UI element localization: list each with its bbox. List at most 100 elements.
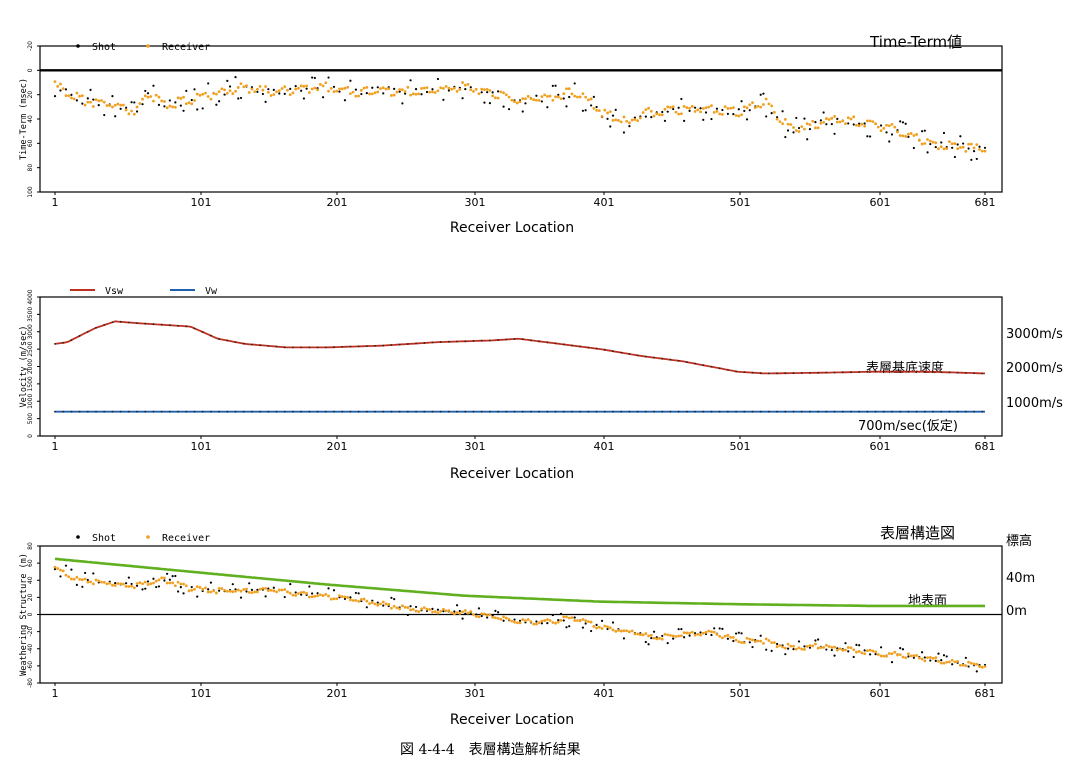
- receiver-point: [633, 632, 637, 636]
- series-point: [661, 410, 664, 413]
- shot-point: [218, 100, 221, 103]
- shot-point: [650, 116, 653, 119]
- receiver-point: [573, 94, 577, 98]
- y-tick-label: 3000: [27, 324, 34, 339]
- shot-point: [644, 640, 647, 644]
- receiver-point: [280, 87, 284, 90]
- shot-point: [442, 98, 445, 101]
- series-point: [505, 410, 508, 413]
- receiver-point: [808, 123, 812, 127]
- receiver-point: [772, 641, 776, 645]
- receiver-point: [882, 654, 886, 658]
- receiver-point: [75, 91, 79, 95]
- receiver-point: [239, 82, 243, 86]
- receiver-point: [447, 609, 451, 613]
- series-point: [439, 410, 442, 413]
- receiver-point: [245, 84, 248, 88]
- series-point: [103, 410, 106, 413]
- receiver-point: [742, 105, 746, 109]
- shot-point: [272, 586, 275, 589]
- series-point: [636, 354, 639, 357]
- receiver-point: [786, 642, 790, 646]
- receiver-point: [513, 100, 516, 104]
- shot-point: [535, 620, 538, 623]
- shot-point: [770, 649, 773, 652]
- receiver-point: [214, 92, 218, 96]
- series-point: [406, 410, 409, 413]
- series-point: [201, 331, 204, 333]
- shot-point: [226, 79, 229, 83]
- receiver-point: [288, 93, 292, 96]
- receiver-point: [688, 631, 691, 635]
- receiver-point: [477, 615, 481, 619]
- receiver-point: [253, 590, 257, 594]
- shot-point: [672, 637, 675, 640]
- shot-point: [833, 132, 836, 135]
- series-point: [136, 322, 138, 325]
- series-point: [95, 410, 97, 413]
- receiver-point: [576, 619, 579, 622]
- receiver-point: [562, 615, 566, 619]
- receiver-point: [805, 122, 809, 126]
- receiver-point: [242, 85, 246, 89]
- series-point: [694, 410, 696, 413]
- receiver-point: [395, 90, 399, 94]
- receiver-point: [291, 91, 295, 95]
- receiver-point: [608, 110, 612, 114]
- receiver-point: [463, 609, 467, 612]
- receiver-point: [420, 607, 423, 611]
- series-point: [300, 410, 303, 413]
- receiver-point: [595, 108, 598, 112]
- receiver-point: [674, 635, 678, 638]
- shot-point: [497, 90, 500, 93]
- shot-point: [814, 639, 817, 642]
- series-point: [210, 334, 212, 337]
- receiver-point: [411, 607, 415, 611]
- shot-point: [786, 129, 790, 132]
- shot-point: [592, 95, 595, 98]
- series-point: [718, 410, 721, 413]
- receiver-point: [359, 597, 363, 601]
- series-point: [316, 346, 319, 349]
- shot-point: [176, 590, 180, 593]
- receiver-point: [53, 80, 57, 84]
- series-point: [685, 361, 688, 363]
- receiver-point: [105, 104, 109, 107]
- receiver-point: [679, 634, 683, 638]
- shot-point: [521, 110, 524, 113]
- shot-point: [951, 663, 954, 666]
- receiver-point: [78, 94, 82, 98]
- receiver-point: [53, 565, 57, 569]
- shot-point: [885, 131, 888, 134]
- receiver-point: [715, 109, 719, 113]
- shot-point: [808, 646, 812, 649]
- receiver-point: [980, 665, 984, 669]
- receiver-point: [338, 87, 341, 91]
- series-point: [940, 410, 943, 413]
- receiver-point: [625, 629, 629, 633]
- shot-point: [185, 89, 188, 93]
- series-point: [792, 372, 795, 374]
- series-point: [406, 343, 409, 345]
- receiver-point: [384, 87, 388, 91]
- series-point: [776, 372, 779, 375]
- receiver-point: [480, 87, 484, 91]
- receiver-point: [890, 652, 894, 656]
- shot-point: [740, 632, 743, 635]
- shot-point: [289, 87, 292, 90]
- receiver-point: [592, 625, 596, 628]
- receiver-point: [116, 582, 120, 585]
- series-point: [841, 371, 844, 374]
- receiver-point: [201, 92, 205, 96]
- series-point: [882, 370, 885, 373]
- receiver-point: [584, 95, 588, 99]
- series-point: [365, 345, 368, 348]
- shot-point: [114, 581, 117, 585]
- receiver-point: [548, 94, 552, 98]
- receiver-point: [56, 84, 60, 88]
- receiver-point: [827, 118, 831, 121]
- receiver-point: [428, 608, 432, 611]
- receiver-point: [685, 106, 689, 110]
- shot-point: [354, 591, 357, 595]
- shot-point: [628, 125, 631, 128]
